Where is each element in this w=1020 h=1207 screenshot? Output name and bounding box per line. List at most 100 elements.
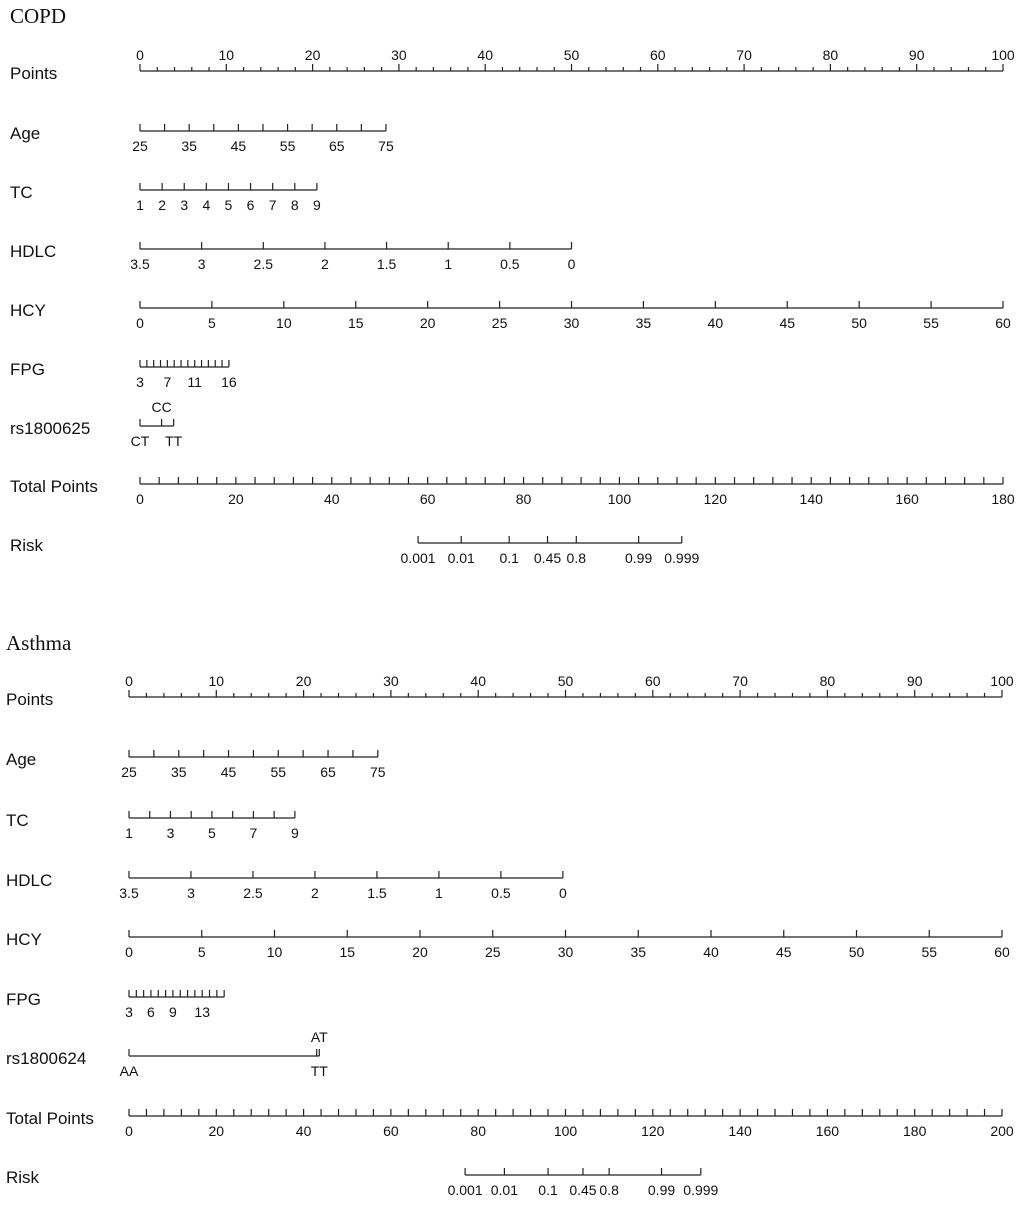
tick-label: 40 <box>296 1123 312 1139</box>
tick-label: 25 <box>492 315 508 331</box>
row-label: HDLC <box>10 242 56 261</box>
tick-label: 0.5 <box>491 885 511 901</box>
tick-label: 3.5 <box>119 885 139 901</box>
tick-label: 0.8 <box>567 550 587 566</box>
row-label: rs1800624 <box>6 1049 86 1068</box>
tick-label: 60 <box>420 491 436 507</box>
tick-label: 9 <box>169 1004 177 1020</box>
tick-label: 80 <box>470 1123 486 1139</box>
tick-label: 65 <box>329 138 345 154</box>
row-rs1800625: rs1800625 CT TT CC <box>10 399 183 449</box>
row-total-points: Total Points 0 20 40 60 80 100 120 140 160 180 <box>10 477 1015 507</box>
tick-label: 70 <box>732 673 748 689</box>
tick-label: 120 <box>641 1123 665 1139</box>
tick-label: 0.001 <box>448 1182 483 1198</box>
tick-label: 55 <box>923 315 939 331</box>
tick-label: 75 <box>378 138 394 154</box>
row-label: rs1800625 <box>10 419 90 438</box>
tick-label: 0.999 <box>683 1182 718 1198</box>
tick-label: 0.99 <box>625 550 652 566</box>
row-label: Risk <box>10 536 44 555</box>
row-hcy: HCY 0 5 10 15 20 25 30 35 40 45 50 55 60 <box>10 301 1011 331</box>
row-age: Age 25 35 45 55 65 75 <box>6 750 386 780</box>
row-label: Age <box>10 124 40 143</box>
tick-label: 15 <box>339 944 355 960</box>
tick-label: 15 <box>348 315 364 331</box>
tick-label: 3 <box>167 825 175 841</box>
tick-label: 140 <box>728 1123 752 1139</box>
tick-label: 35 <box>171 764 187 780</box>
tick-label: 0.001 <box>401 550 436 566</box>
tick-label: 35 <box>181 138 197 154</box>
tick-label: 0 <box>568 256 576 272</box>
tick-label: 3 <box>180 197 188 213</box>
tick-label: 0.45 <box>569 1182 596 1198</box>
tick-label: 1 <box>136 197 144 213</box>
tick-label: 2 <box>321 256 329 272</box>
row-label: HCY <box>10 301 46 320</box>
tick-label: 2.5 <box>243 885 263 901</box>
tick-label: 9 <box>313 197 321 213</box>
tick-label: 2 <box>158 197 166 213</box>
tick-label: 20 <box>412 944 428 960</box>
tick-label: 100 <box>991 47 1015 63</box>
row-tc: TC 1 3 5 7 9 <box>6 811 299 841</box>
tick-label: 3.5 <box>130 256 150 272</box>
row-hdlc: HDLC 3.5 3 2.5 2 1.5 1 0.5 0 <box>6 871 567 901</box>
tick-label: 55 <box>921 944 937 960</box>
tick-label: AT <box>311 1029 328 1045</box>
row-points: Points 0 10 20 30 40 50 60 70 80 90 100 <box>10 47 1015 83</box>
tick-label: 100 <box>990 673 1014 689</box>
tick-label: 0 <box>559 885 567 901</box>
row-total-points: Total Points 0 20 40 60 80 100 120 140 160 180 200 <box>6 1109 1014 1139</box>
tick-label: 45 <box>231 138 247 154</box>
tick-label: 30 <box>383 673 399 689</box>
tick-label: 20 <box>228 491 244 507</box>
tick-label: 1 <box>435 885 443 901</box>
tick-label: 0 <box>125 673 133 689</box>
tick-label: 50 <box>849 944 865 960</box>
tick-label: 100 <box>554 1123 578 1139</box>
tick-label: 180 <box>991 491 1015 507</box>
tick-label: 0.45 <box>534 550 561 566</box>
row-label: Points <box>6 690 53 709</box>
tick-label: 120 <box>704 491 728 507</box>
tick-label: 6 <box>147 1004 155 1020</box>
tick-label: 30 <box>558 944 574 960</box>
tick-label: 30 <box>391 47 407 63</box>
panel-title: COPD <box>10 4 66 28</box>
tick-label: 0.5 <box>500 256 520 272</box>
row-label: Total Points <box>6 1109 94 1128</box>
row-rs1800624: rs1800624 AA TT AT <box>6 1029 328 1079</box>
tick-label: 40 <box>703 944 719 960</box>
tick-label: 10 <box>267 944 283 960</box>
tick-label: 5 <box>225 197 233 213</box>
tick-label: 35 <box>636 315 652 331</box>
row-label: HCY <box>6 930 42 949</box>
tick-label: 40 <box>477 47 493 63</box>
tick-label: 90 <box>909 47 925 63</box>
row-label: Age <box>6 750 36 769</box>
tick-label: 2 <box>311 885 319 901</box>
tick-label: 75 <box>370 764 386 780</box>
tick-label: 3 <box>125 1004 133 1020</box>
tick-label: 45 <box>779 315 795 331</box>
tick-label: CC <box>151 399 171 415</box>
tick-label: 30 <box>564 315 580 331</box>
tick-label: 50 <box>851 315 867 331</box>
tick-label: 50 <box>558 673 574 689</box>
tick-label: 0.01 <box>491 1182 518 1198</box>
tick-label: 5 <box>208 315 216 331</box>
tick-label: 60 <box>994 944 1010 960</box>
tick-label: 11 <box>187 374 202 390</box>
tick-label: 40 <box>708 315 724 331</box>
row-label: TC <box>10 183 33 202</box>
tick-label: 55 <box>280 138 296 154</box>
tick-label: 8 <box>291 197 299 213</box>
tick-label: 0.999 <box>664 550 699 566</box>
tick-label: 0.99 <box>648 1182 675 1198</box>
tick-label: 0 <box>136 491 144 507</box>
